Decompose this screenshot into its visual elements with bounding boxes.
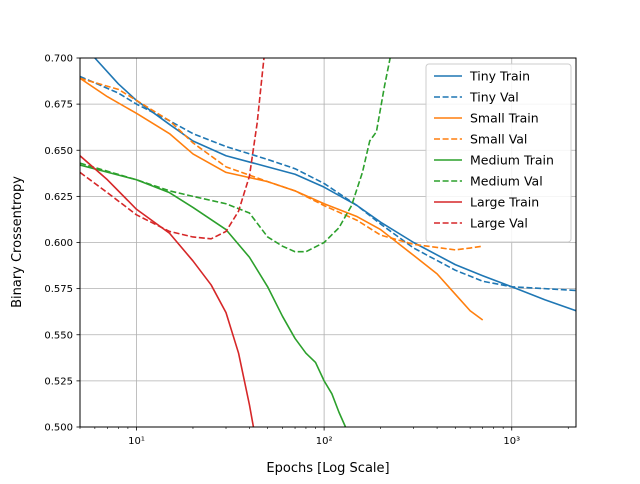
- legend-label: Medium Val: [470, 174, 543, 189]
- y-tick-label: 0.600: [44, 238, 73, 249]
- legend-label: Tiny Train: [469, 69, 530, 84]
- series-line-large-train: [80, 155, 255, 427]
- y-tick-label: 0.525: [44, 376, 73, 387]
- legend: Tiny Train Tiny Val Small Train Small Val Me…: [425, 63, 572, 243]
- y-tick-label: 0.650: [44, 146, 73, 157]
- series-lines: [80, 58, 576, 427]
- x-tick-label: 10²: [316, 436, 333, 447]
- y-tick-label: 0.675: [44, 100, 73, 111]
- series-line-medium-train: [80, 164, 347, 427]
- y-tick-label: 0.500: [44, 423, 73, 434]
- series-line-tiny-val: [80, 75, 576, 292]
- y-tick-label: 0.700: [44, 54, 73, 65]
- series-line-small-train: [80, 77, 484, 321]
- y-tick-label: 0.550: [44, 330, 73, 341]
- series-line-medium-val: [80, 58, 391, 253]
- legend-label: Large Val: [470, 216, 528, 231]
- legend-box: [425, 63, 572, 243]
- legend-label: Small Train: [470, 111, 539, 126]
- x-tick-label: 10³: [503, 436, 520, 447]
- y-axis-label: Binary Crossentropy: [10, 176, 25, 308]
- x-axis-ticks: 10¹ 10² 10³: [79, 427, 569, 447]
- x-tick-label: 10¹: [128, 436, 145, 447]
- legend-label: Medium Train: [470, 153, 554, 168]
- series-line-large-val: [80, 58, 265, 240]
- legend-label: Tiny Val: [469, 90, 519, 105]
- y-axis-ticks: 0.500 0.525 0.550 0.575 0.600 0.625 0.650 0.675…: [44, 54, 80, 434]
- y-tick-label: 0.575: [44, 284, 73, 295]
- series-line-small-val: [80, 77, 483, 251]
- y-tick-label: 0.625: [44, 192, 73, 203]
- legend-label: Small Val: [470, 132, 527, 147]
- legend-label: Large Train: [470, 195, 539, 210]
- x-axis-label: Epochs [Log Scale]: [266, 461, 389, 476]
